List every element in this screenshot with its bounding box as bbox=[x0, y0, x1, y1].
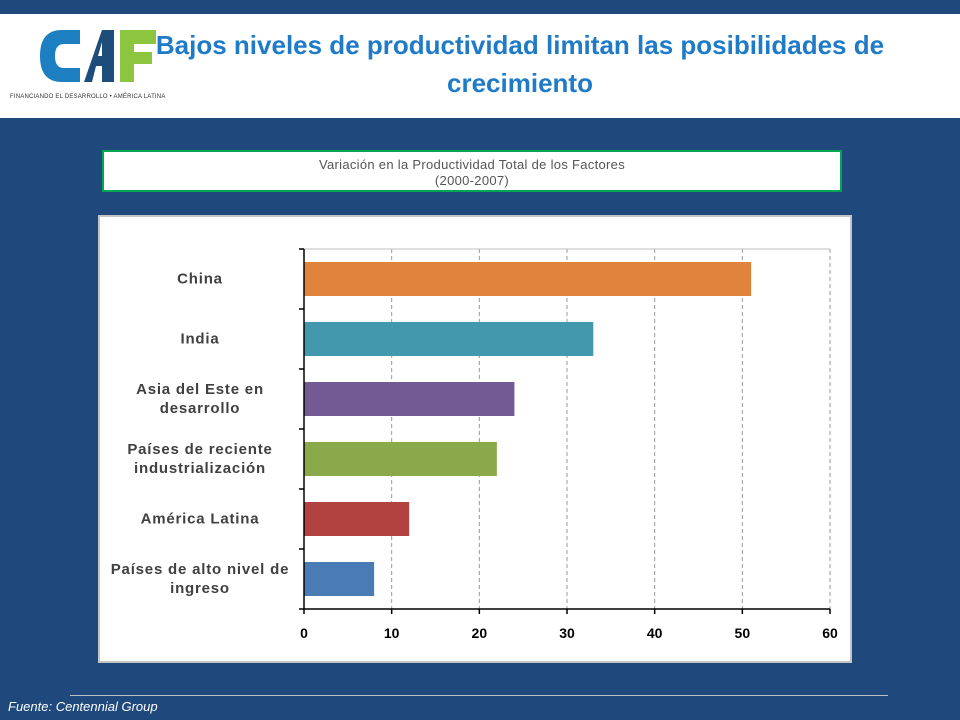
x-tick-label: 50 bbox=[734, 625, 751, 641]
x-tick-label: 40 bbox=[646, 625, 663, 641]
bar bbox=[304, 262, 752, 296]
caf-logo: FINANCIANDO EL DESARROLLO • AMÉRICA LATI… bbox=[10, 26, 190, 118]
x-tick-label: 20 bbox=[471, 625, 488, 641]
x-tick-label: 30 bbox=[559, 625, 575, 641]
bar bbox=[304, 322, 594, 356]
chart-heading: Variación en la Productividad Total de l… bbox=[102, 150, 842, 192]
caf-logo-mark bbox=[40, 30, 156, 82]
bar bbox=[304, 502, 410, 536]
category-label: Asia del Este en desarrollo bbox=[136, 381, 264, 417]
footer-divider bbox=[70, 695, 888, 696]
bar-chart: China India Asia del Este en desarrollo Paí… bbox=[98, 215, 852, 663]
category-label: Países de alto nivel de ingreso bbox=[110, 561, 290, 597]
logo-tagline: FINANCIANDO EL DESARROLLO • AMÉRICA LATI… bbox=[10, 94, 166, 100]
slide-title: Bajos niveles de productividad limitan l… bbox=[155, 30, 885, 98]
source-note: Fuente: Centennial Group bbox=[8, 699, 158, 714]
bar bbox=[304, 382, 515, 416]
chart-heading-line2: (2000-2007) bbox=[434, 173, 510, 188]
x-tick-label: 0 bbox=[300, 625, 308, 641]
bar bbox=[304, 442, 497, 476]
x-tick-label: 60 bbox=[822, 625, 838, 641]
category-label: India bbox=[180, 330, 220, 348]
bar bbox=[304, 562, 375, 596]
category-label: China bbox=[177, 270, 223, 288]
category-label: Países de reciente industrialización bbox=[127, 441, 273, 477]
x-tick-label: 10 bbox=[383, 625, 400, 641]
bar-chart-plot bbox=[299, 248, 831, 614]
chart-heading-line1: Variación en la Productividad Total de l… bbox=[318, 157, 626, 172]
category-label: América Latina bbox=[140, 510, 260, 528]
slide-header: FINANCIANDO EL DESARROLLO • AMÉRICA LATI… bbox=[0, 14, 960, 118]
